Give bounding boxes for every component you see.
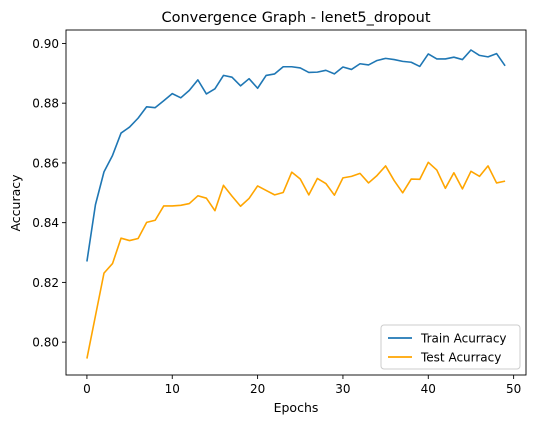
x-tick-label: 50 bbox=[506, 382, 521, 396]
y-tick-label: 0.84 bbox=[32, 216, 59, 230]
x-axis-label: Epochs bbox=[274, 400, 319, 415]
legend-label-1: Test Acurracy bbox=[420, 351, 501, 365]
y-axis-label: Accuracy bbox=[8, 174, 23, 232]
plot-area: 0 10 20 30 40 50 0.80 0.82 0.84 0.86 0.88 0.90 Train… bbox=[32, 29, 527, 396]
x-tick-label: 0 bbox=[83, 382, 91, 396]
x-tick-label: 30 bbox=[335, 382, 350, 396]
legend-box bbox=[380, 324, 521, 370]
axes-frame bbox=[65, 29, 527, 376]
chart-title: Convergence Graph - lenet5_dropout bbox=[161, 10, 430, 26]
y-tick-label: 0.82 bbox=[32, 276, 59, 290]
x-tick-label: 20 bbox=[250, 382, 265, 396]
y-tick-label: 0.88 bbox=[32, 97, 59, 111]
x-tick-label: 40 bbox=[421, 382, 436, 396]
y-tick-label: 0.80 bbox=[32, 336, 59, 350]
series-line-0 bbox=[86, 49, 506, 262]
x-tick-label: 10 bbox=[165, 382, 180, 396]
y-tick-label: 0.90 bbox=[32, 37, 59, 51]
y-tick-label: 0.86 bbox=[32, 156, 59, 170]
series-line-1 bbox=[86, 161, 506, 359]
legend-label-0: Train Acurracy bbox=[420, 332, 507, 346]
